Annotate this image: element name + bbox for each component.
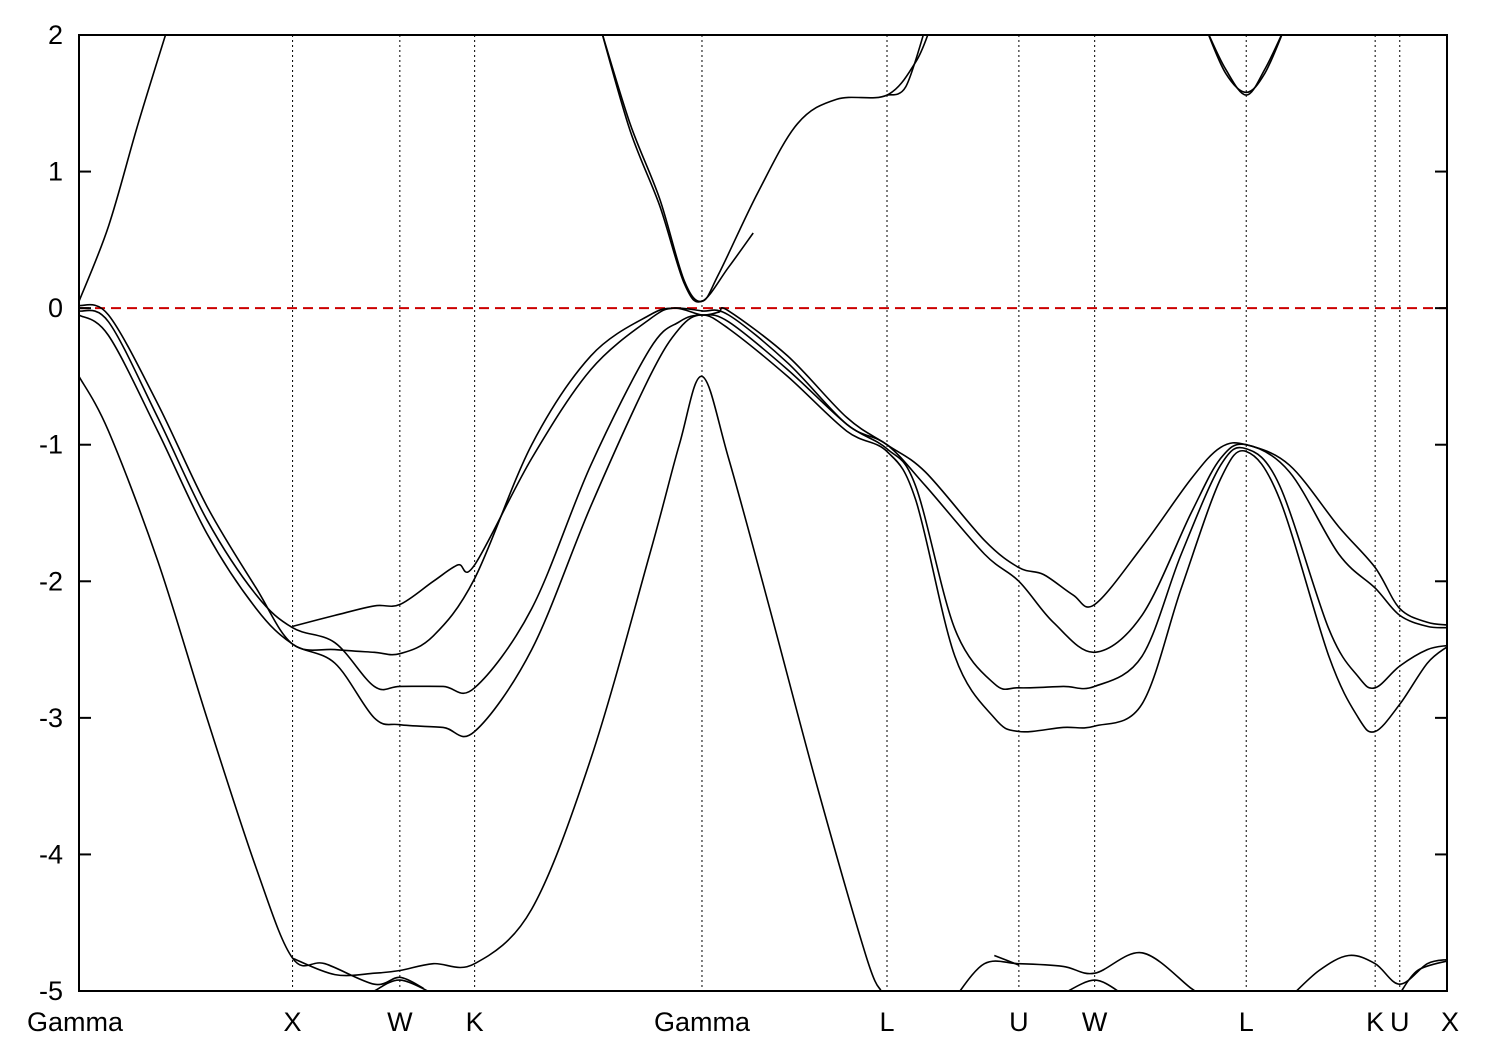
x-tick-label: K <box>466 1007 484 1037</box>
x-tick-label: Gamma <box>27 1007 124 1037</box>
axis-ticks <box>79 34 1447 992</box>
band-line-1 <box>79 376 424 990</box>
band-line-10 <box>601 35 754 303</box>
band-line-6 <box>79 303 1447 656</box>
band-line-11 <box>886 35 925 96</box>
x-tick-label: W <box>387 1007 413 1037</box>
band-line-15 <box>994 954 1020 966</box>
y-tick-label: -5 <box>39 976 63 1006</box>
band-line-9 <box>601 35 929 303</box>
band-line-2 <box>292 375 882 991</box>
y-tick-label: -2 <box>39 566 63 596</box>
y-tick-label: -4 <box>39 839 63 869</box>
band-line-4 <box>79 314 1447 738</box>
x-tick-label: K <box>1366 1007 1384 1037</box>
x-tick-label: Gamma <box>654 1007 751 1037</box>
x-tick-label: U <box>1390 1007 1410 1037</box>
x-tick-label: W <box>1082 1007 1108 1037</box>
vertical-grid-lines <box>292 35 1401 991</box>
y-tick-label: 1 <box>48 157 63 187</box>
band-line-12 <box>1208 35 1283 96</box>
band-line-14 <box>959 951 1197 991</box>
band-line-7 <box>292 307 1447 628</box>
band-series-group <box>79 35 1447 991</box>
x-tick-label: L <box>1239 1007 1254 1037</box>
y-tick-label: -1 <box>39 430 63 460</box>
band-line-8 <box>79 35 167 302</box>
band-line-3 <box>373 979 430 991</box>
y-tick-label: 2 <box>48 20 63 50</box>
x-tick-label: U <box>1009 1007 1029 1037</box>
x-tick-labels: Gamma X W K Gamma L U W L K U X <box>27 1007 1459 1037</box>
plot-frame <box>78 34 1448 992</box>
x-tick-label: L <box>879 1007 894 1037</box>
band-line-17 <box>1295 954 1447 991</box>
band-line-13 <box>1207 35 1283 94</box>
x-tick-label: X <box>284 1007 302 1037</box>
x-tick-label: X <box>1441 1007 1459 1037</box>
band-line-16 <box>1066 979 1120 991</box>
y-tick-label: 0 <box>48 293 63 323</box>
y-tick-labels: -5 -4 -3 -2 -1 0 1 2 <box>39 20 63 1006</box>
y-tick-label: -3 <box>39 703 63 733</box>
band-line-18 <box>1400 960 1447 991</box>
